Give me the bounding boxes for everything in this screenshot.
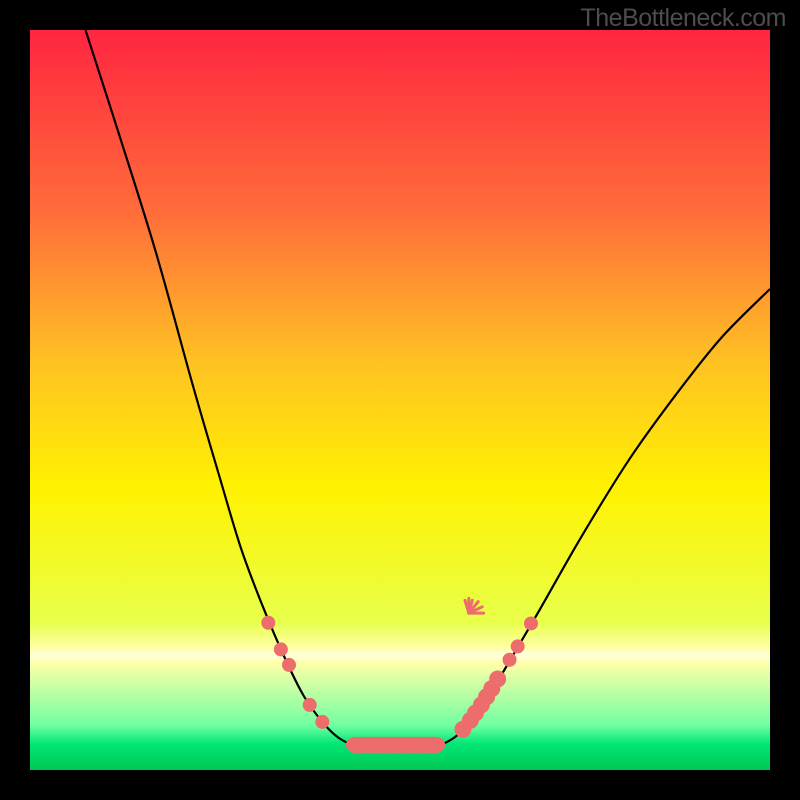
bottleneck-curve-chart: [0, 0, 800, 800]
flat-marker-strip: [346, 737, 445, 753]
chart-container: TheBottleneck.com: [0, 0, 800, 800]
watermark-text: TheBottleneck.com: [581, 4, 787, 33]
chart-background: [30, 30, 770, 770]
